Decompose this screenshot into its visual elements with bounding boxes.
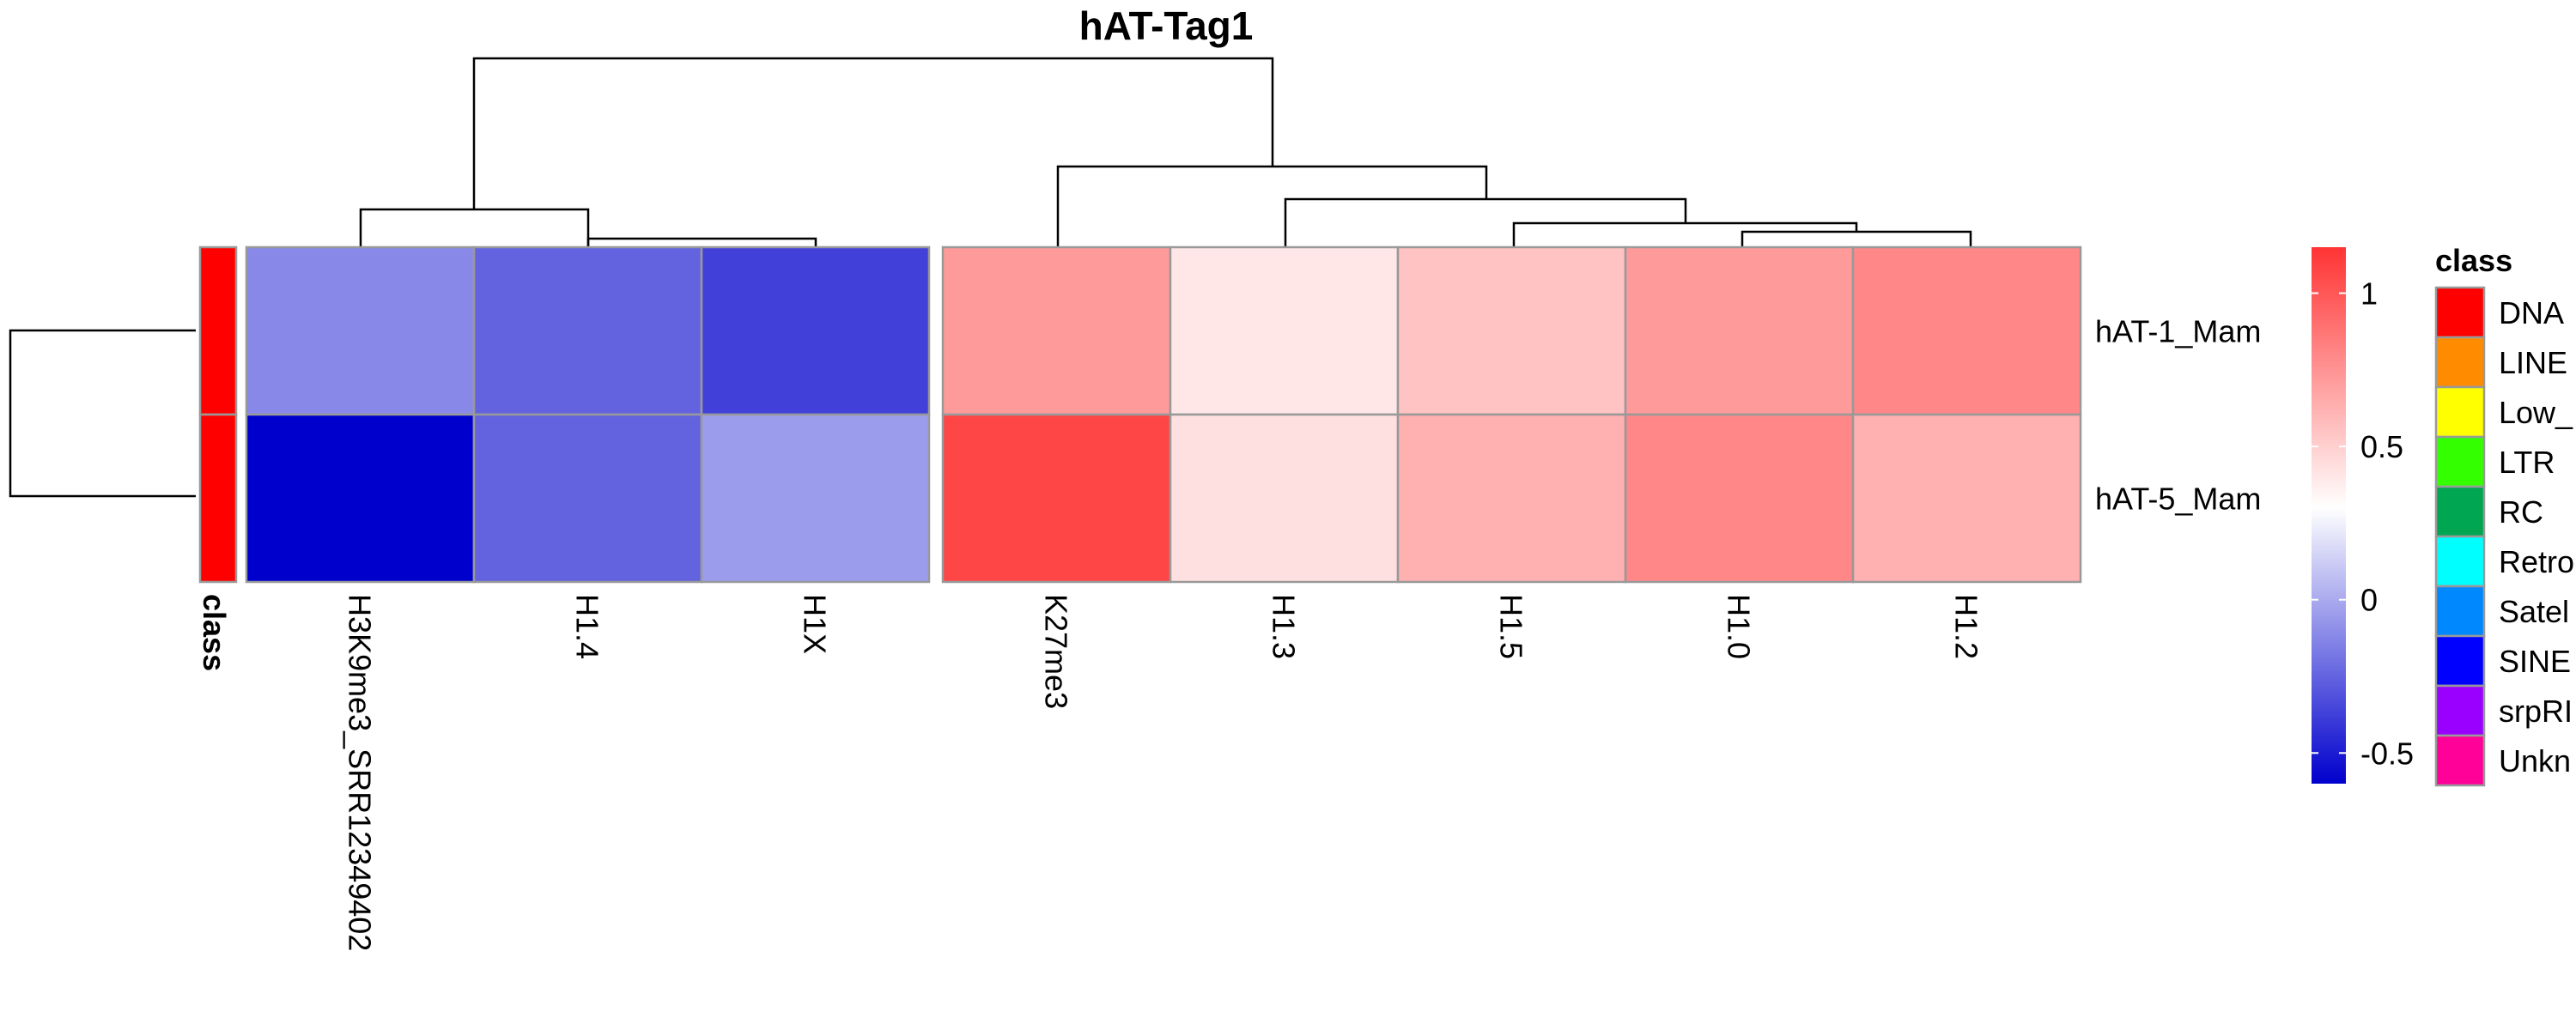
class-legend: DNA LINE Low_ LTR RC Retro Satel SINE srpRI Unkn [2434,286,2574,787]
legend-label: LTR [2499,445,2555,480]
row-labels: hAT-1_Mam hAT-5_Mam [2095,314,2261,517]
legend-swatch [2434,535,2486,588]
heatmap-cell [1624,245,1855,416]
legend-label: DNA [2499,295,2564,330]
chart-title: hAT-Tag1 [1079,3,1254,48]
legend-swatch [2434,336,2486,389]
legend-label: RC [2499,494,2543,530]
scale-tick-label: 0.5 [2360,429,2403,464]
heatmap-cell [1396,413,1627,584]
heatmap-cell [1396,245,1627,416]
heatmap-cell [941,413,1172,584]
row-label: hAT-5_Mam [2095,482,2261,517]
annotation-label: class [197,594,232,671]
column-labels: H3K9me3_SRR12349402 H1.4 H1X K27me3 H1.3 H1.5… [343,594,1984,951]
legend-label: Satel [2499,594,2569,629]
scale-tick-label: 0 [2360,583,2378,618]
legend-swatch [2434,734,2486,787]
column-label: H1.4 [570,594,605,659]
legend-swatch [2434,634,2486,688]
heatmap-cell [1851,245,2082,416]
legend-label: SINE [2499,644,2571,679]
column-dendrogram [359,57,1972,246]
heatmap-cell [1169,245,1400,416]
column-label: K27me3 [1039,594,1074,709]
heatmap-cell [1624,413,1855,584]
column-label: H1.0 [1722,594,1757,659]
annotation-cell [198,245,238,416]
legend-swatch [2434,585,2486,638]
color-scale-bar [2312,247,2346,784]
heatmap-cell [1851,413,2082,584]
heatmap-cell [245,413,476,584]
legend-swatch [2434,684,2486,737]
legend-label: LINE [2499,345,2567,380]
heatmap-cell [700,245,931,416]
legend-swatch [2434,435,2486,488]
legend-label: Retro [2499,544,2574,579]
heatmap-cell [472,245,703,416]
scale-tick-label: 1 [2360,276,2378,312]
column-label: H3K9me3_SRR12349402 [343,594,378,951]
legend-label: Unkn [2499,743,2571,779]
scale-tick-label: -0.5 [2360,736,2414,771]
legend-label: srpRI [2499,694,2573,729]
annotation-cell [198,413,238,584]
color-scale-ticks: -0.5 0 0.5 1 [2312,276,2414,771]
heatmap-cell [941,245,1172,416]
legend-swatch [2434,286,2486,339]
heatmap-cells [245,245,2082,584]
heatmap-cell [700,413,931,584]
heatmap-cell [472,413,703,584]
column-label: H1X [798,594,833,654]
heatmap-cell [245,245,476,416]
legend-label: Low_ [2499,395,2573,430]
column-label: H1.2 [1949,594,1984,659]
row-dendrogram [9,329,196,498]
heatmap-cell [1169,413,1400,584]
row-annotation-bar [198,245,238,584]
legend-swatch [2434,385,2486,439]
column-label: H1.3 [1267,594,1302,659]
legend-swatch [2434,485,2486,538]
column-label: H1.5 [1494,594,1529,659]
row-label: hAT-1_Mam [2095,314,2261,349]
legend-title: class [2435,243,2512,278]
